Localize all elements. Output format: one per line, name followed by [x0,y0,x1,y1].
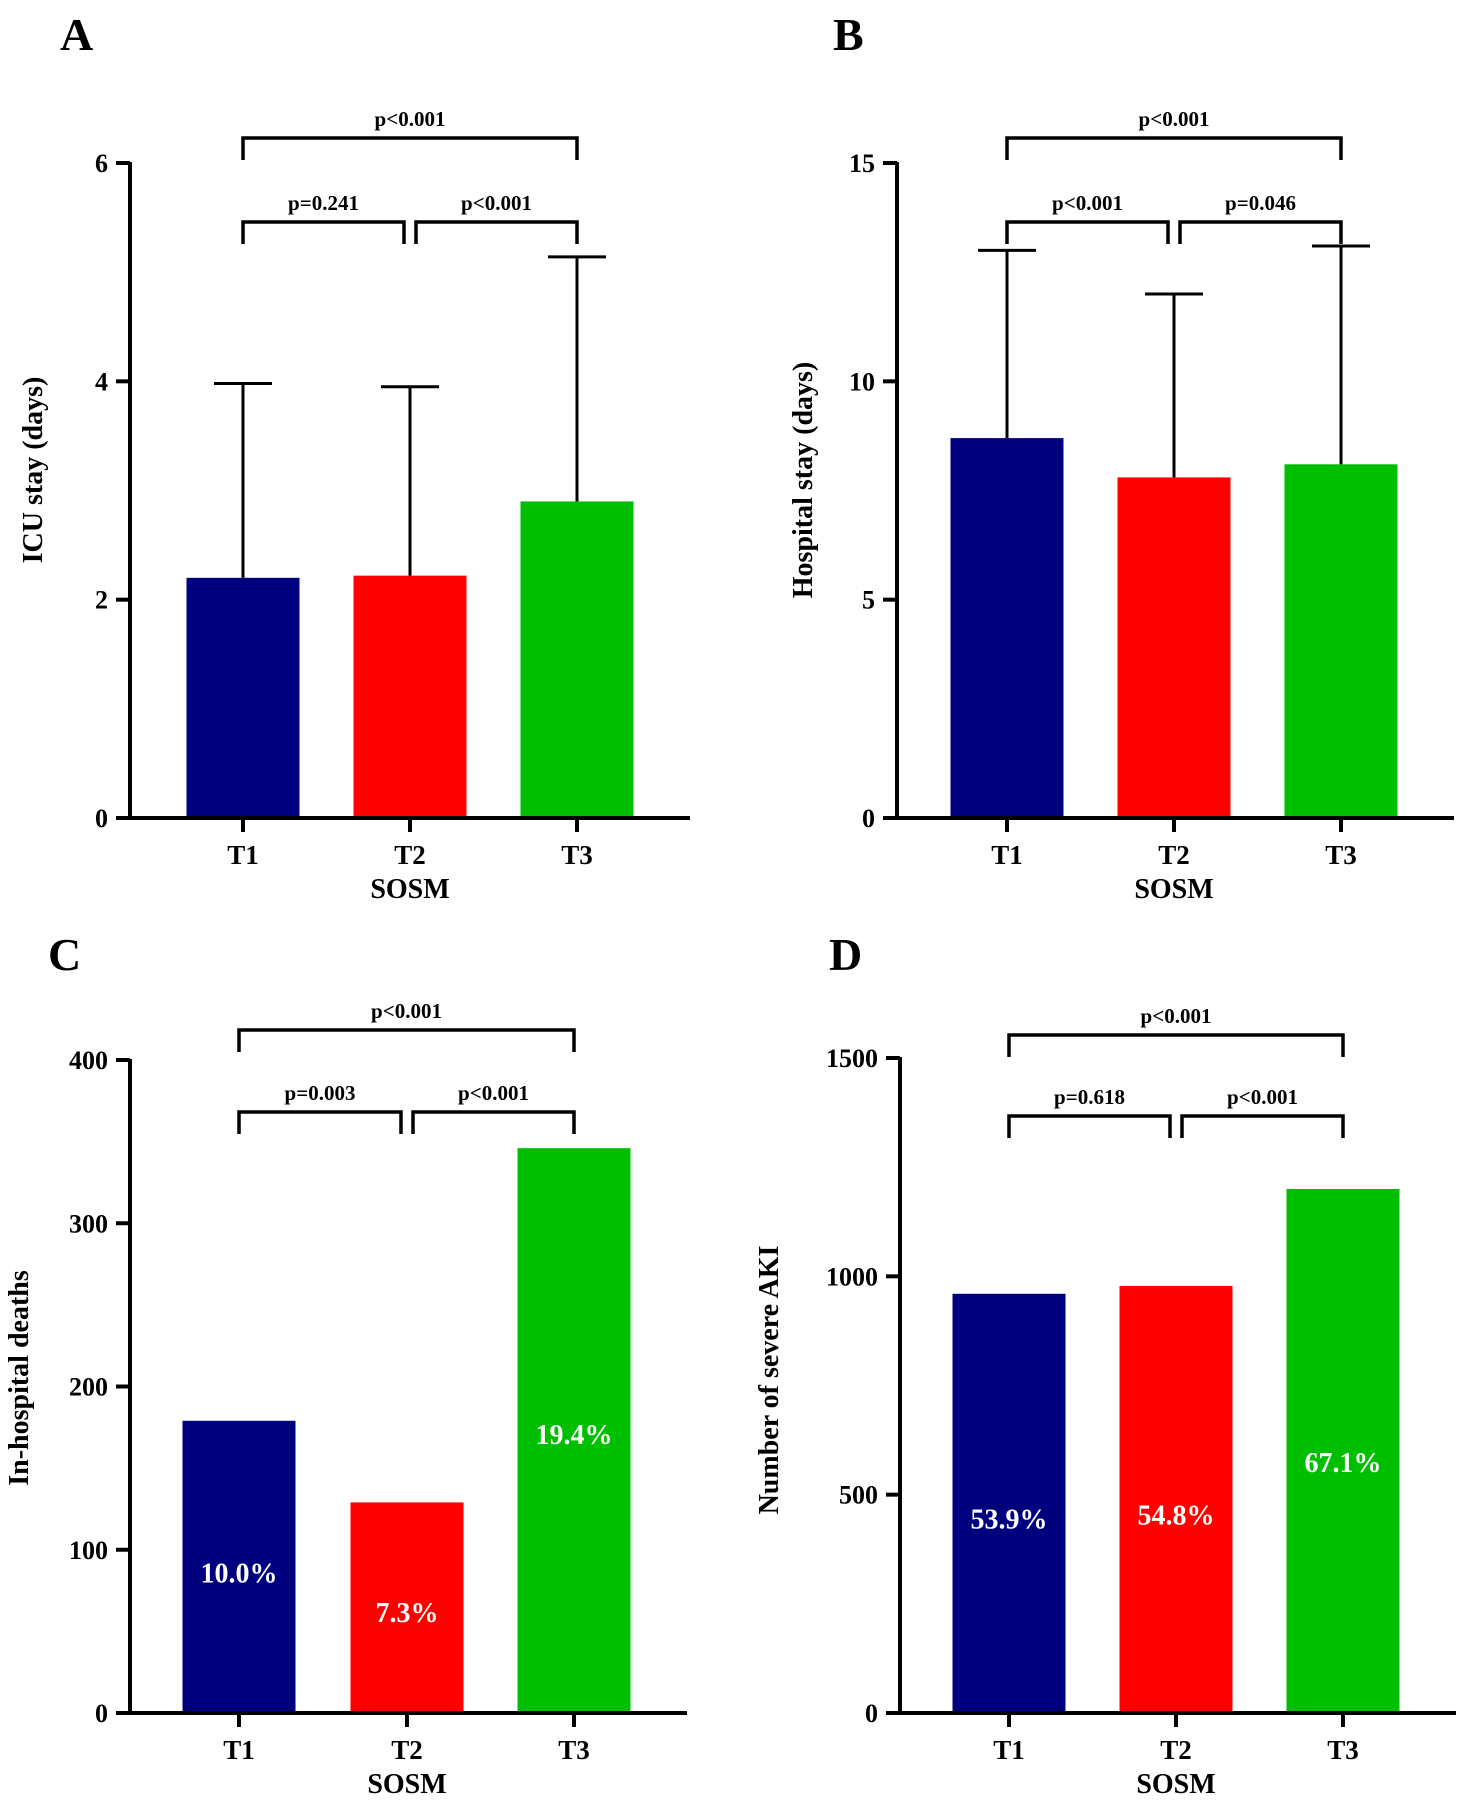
bar-t2 [1117,477,1231,818]
y-axis-title: In-hospital deaths [4,1270,35,1486]
p-value-label: p<0.001 [1227,1085,1298,1109]
panel-letter: A [60,9,93,60]
y-tick-label: 2 [95,586,108,615]
bar-t1 [186,577,300,818]
significance-bracket [1178,220,1343,244]
significance-bracket [237,1110,403,1134]
y-axis-title: ICU stay (days) [18,377,49,564]
panel-letter: D [829,929,862,980]
x-tick-label-t1: T1 [227,840,259,870]
data-label-t3: 67.1% [1305,1448,1382,1479]
significance-bracket [1005,136,1343,160]
x-tick-label-t3: T3 [1325,840,1357,870]
bar-t1 [950,438,1064,818]
data-label-t1: 53.9% [971,1505,1048,1536]
x-tick-label-t3: T3 [1327,1735,1359,1765]
significance-bracket [241,136,579,160]
x-tick-label-t1: T1 [991,840,1023,870]
panel-a: A 0 2 4 6 T1 T2 T3 SOSM ICU stay (days) p=0.241 p<0… [18,9,690,905]
significance-bracket [1007,1114,1172,1138]
y-tick-label: 6 [95,149,108,178]
data-label-t3: 19.4% [536,1420,613,1451]
bar-t3 [1286,1189,1400,1713]
x-tick-label-t2: T2 [394,840,426,870]
p-value-label: p<0.001 [375,107,446,131]
p-value-label: p<0.001 [1139,107,1210,131]
x-axis-title: SOSM [370,874,449,905]
bar-t3 [517,1148,631,1713]
significance-bracket [241,220,406,244]
significance-bracket [411,1110,576,1134]
p-value-label: p=0.046 [1225,191,1296,215]
bar-t2 [350,1502,464,1713]
data-label-t1: 10.0% [201,1559,278,1590]
x-tick-label-t2: T2 [1160,1735,1192,1765]
y-tick-label: 1500 [826,1044,878,1073]
y-tick-label: 300 [69,1209,108,1238]
x-tick-label-t3: T3 [561,840,593,870]
y-tick-label: 0 [95,1699,108,1728]
p-value-label: p=0.241 [288,191,359,215]
y-tick-label: 0 [865,1699,878,1728]
p-value-label: p=0.003 [285,1081,356,1105]
bar-t1 [182,1420,296,1713]
bar-t1 [952,1293,1066,1713]
p-value-label: p=0.618 [1054,1085,1125,1109]
bar-t3 [1284,464,1398,818]
bar-t2 [353,575,467,818]
y-tick-label: 5 [862,586,875,615]
bar-t2 [1119,1285,1233,1713]
panel-d: D 53.9% 54.8% 67.1% 0 500 1000 1500 T1 T2 T3 SOSM Nu… [754,929,1456,1800]
x-axis-title: SOSM [1134,874,1213,905]
y-tick-label: 500 [839,1481,878,1510]
p-value-label: p<0.001 [1141,1004,1212,1028]
bar-t3 [520,501,634,818]
y-tick-label: 1000 [826,1262,878,1291]
y-axis-title: Hospital stay (days) [788,362,819,598]
data-label-t2: 54.8% [1138,1500,1215,1531]
y-tick-label: 10 [849,367,875,396]
x-tick-label-t2: T2 [1158,840,1190,870]
x-tick-label-t3: T3 [558,1735,590,1765]
data-label-t2: 7.3% [376,1598,439,1629]
x-axis-title: SOSM [367,1769,446,1800]
x-tick-label-t1: T1 [223,1735,255,1765]
significance-bracket [1180,1114,1345,1138]
y-axis-title: Number of severe AKI [754,1246,785,1515]
y-tick-label: 200 [69,1373,108,1402]
significance-bracket [414,220,579,244]
y-tick-label: 400 [69,1046,108,1075]
x-tick-label-t2: T2 [391,1735,423,1765]
significance-bracket [1005,220,1170,244]
p-value-label: p<0.001 [371,999,442,1023]
y-tick-label: 4 [95,367,108,396]
y-tick-label: 15 [849,149,875,178]
y-tick-label: 0 [95,804,108,833]
x-tick-label-t1: T1 [993,1735,1025,1765]
p-value-label: p<0.001 [458,1081,529,1105]
panel-b: B 0 5 10 15 T1 T2 T3 SOSM Hospital stay (days) p<0… [788,9,1454,905]
p-value-label: p<0.001 [1052,191,1123,215]
y-tick-label: 100 [69,1536,108,1565]
x-axis-title: SOSM [1136,1769,1215,1800]
p-value-label: p<0.001 [461,191,532,215]
panel-letter: C [48,929,81,980]
y-tick-label: 0 [862,804,875,833]
panel-c: C 10.0% 7.3% 19.4% 0 100 200 300 400 T1 T2 T3 SOSM In… [4,929,687,1800]
significance-bracket [237,1028,576,1052]
panel-letter: B [833,9,864,60]
significance-bracket [1007,1033,1345,1057]
